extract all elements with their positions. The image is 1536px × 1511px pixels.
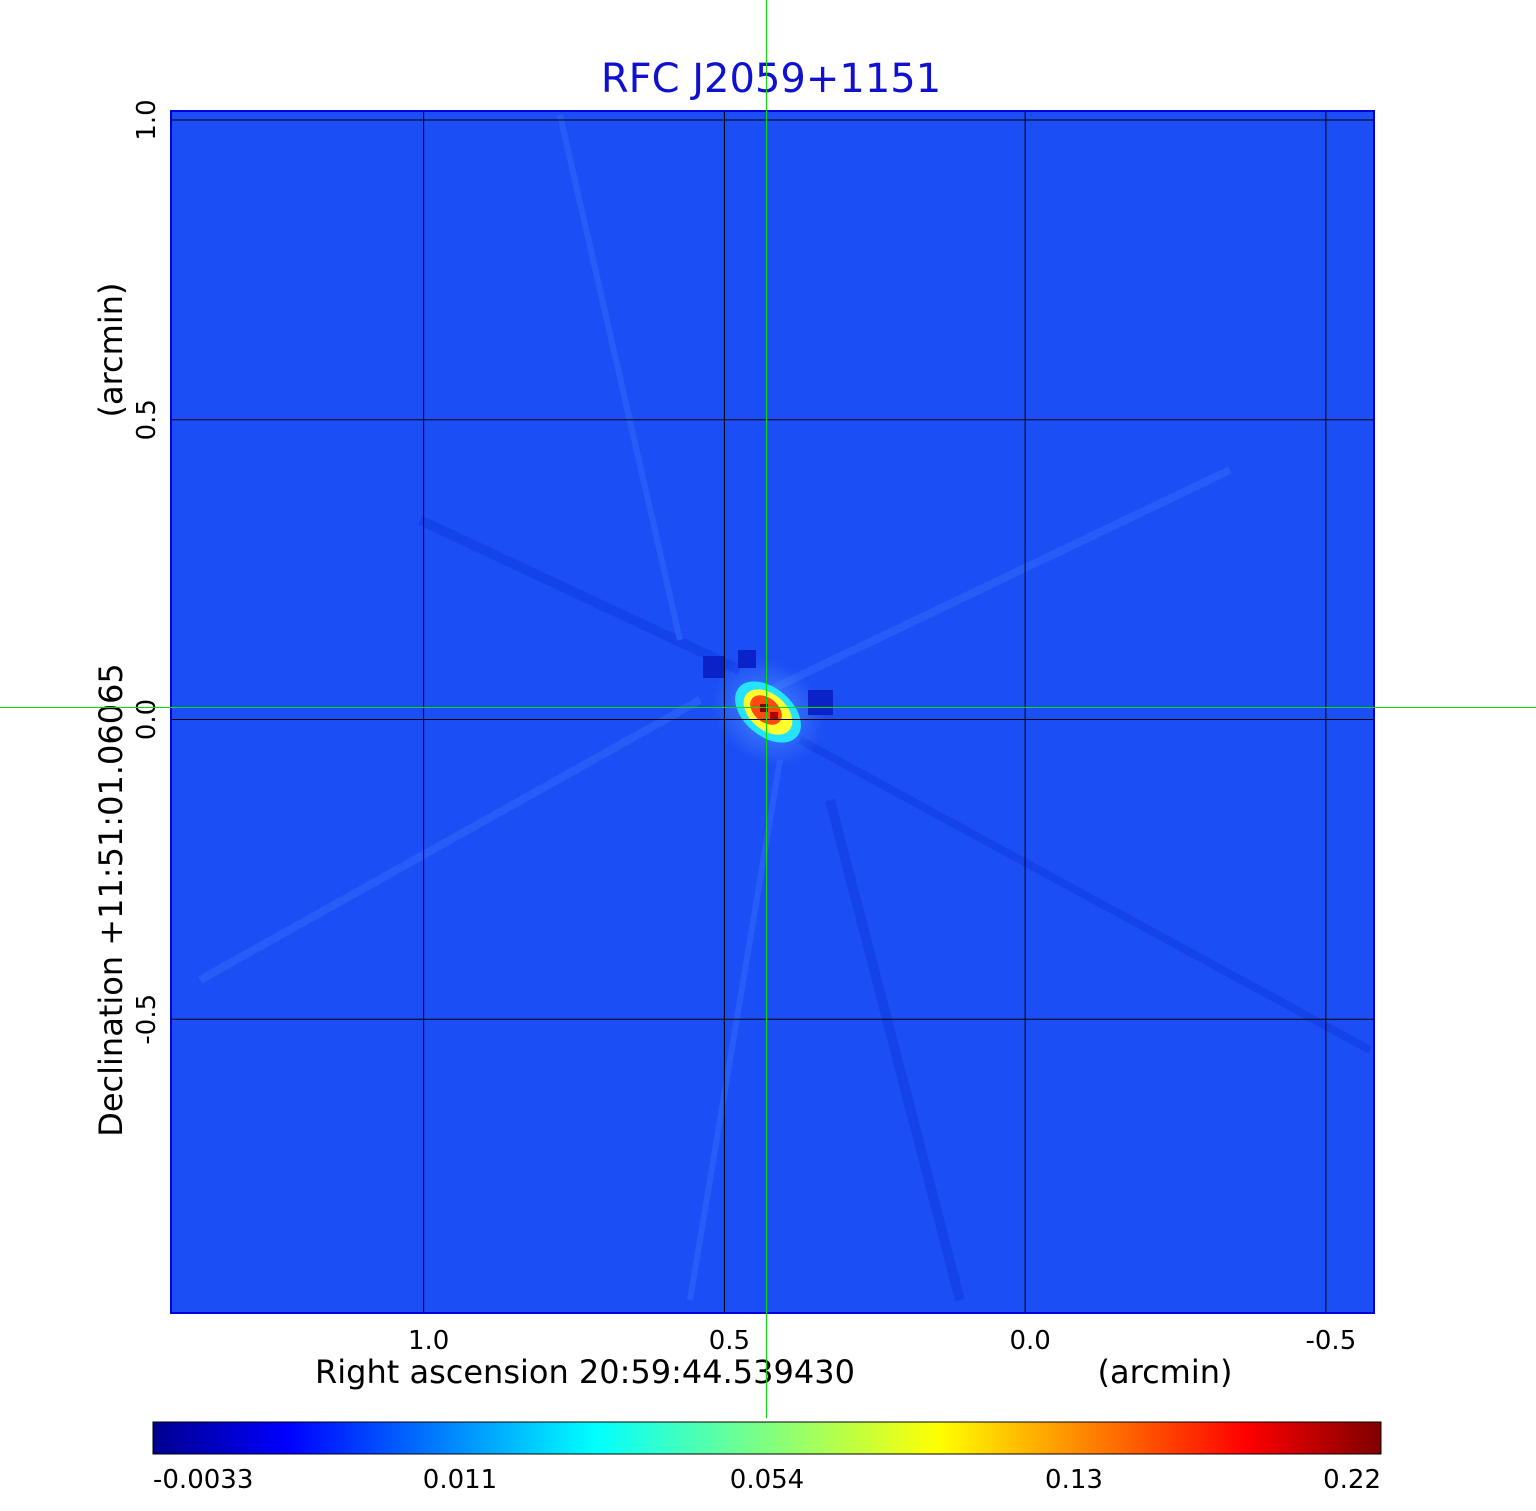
x-axis-unit: (arcmin) — [1098, 1353, 1233, 1391]
y-tick-labels: 1.0 0.5 0.0 -0.5 — [132, 99, 162, 1044]
y-tick-label: -0.5 — [132, 994, 162, 1045]
x-axis-label: Right ascension 20:59:44.539430 — [315, 1353, 855, 1391]
colorbar-tick-label: 0.22 — [1323, 1465, 1381, 1495]
y-axis-unit: (arcmin) — [92, 283, 130, 418]
colorbar-tick-label: 0.011 — [423, 1465, 497, 1495]
colorbar-tick-label: 0.13 — [1045, 1465, 1103, 1495]
y-axis-label: Declination +11:51:01.06065 — [92, 663, 130, 1137]
colorbar-tick-label: 0.054 — [730, 1465, 804, 1495]
chart-title: RFC J2059+1151 — [601, 56, 941, 102]
colorbar-tick-label: -0.0033 — [153, 1465, 253, 1495]
x-tick-label: 0.5 — [709, 1326, 750, 1356]
x-tick-label: 0.0 — [1009, 1326, 1050, 1356]
colorbar-tick-labels: -0.0033 0.011 0.054 0.13 0.22 — [153, 1465, 1381, 1495]
x-tick-label: -0.5 — [1306, 1326, 1357, 1356]
y-tick-label: 1.0 — [132, 99, 162, 140]
sidelobe-streaks — [198, 114, 1372, 1302]
y-tick-label: 0.0 — [132, 699, 162, 740]
grid-lines — [171, 111, 1374, 1313]
plot-area — [171, 111, 1374, 1313]
y-tick-label: 0.5 — [132, 399, 162, 440]
colorbar — [152, 1421, 1382, 1455]
source-blob — [703, 650, 833, 767]
plot-frame — [170, 110, 1375, 1314]
x-tick-labels: 1.0 0.5 0.0 -0.5 — [408, 1326, 1356, 1356]
crosshair — [0, 0, 1536, 1418]
x-tick-label: 1.0 — [408, 1326, 449, 1356]
